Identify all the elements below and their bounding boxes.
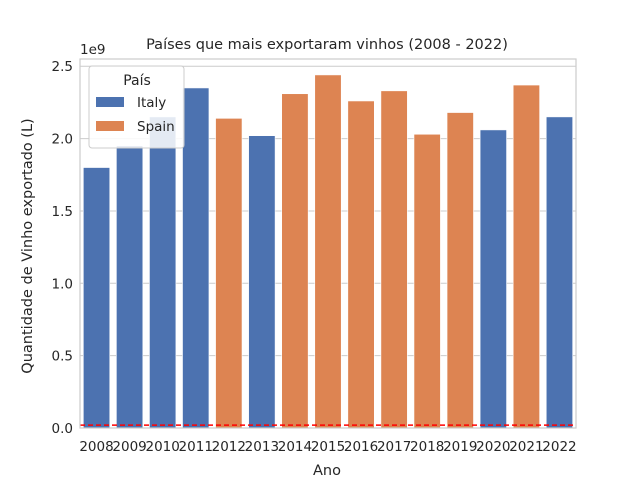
legend-swatch-italy — [96, 97, 124, 107]
bar-2008-italy — [83, 167, 111, 429]
x-tick-label: 2014 — [278, 439, 312, 455]
x-tick-label: 2016 — [344, 439, 378, 455]
bar-2012-spain — [215, 118, 243, 429]
x-tick-label: 2012 — [212, 439, 246, 455]
y-tick-label: 1.5 — [52, 204, 73, 220]
legend-label-spain: Spain — [137, 119, 175, 135]
plot-frame — [79, 58, 577, 429]
bar-2009-italy — [116, 145, 144, 429]
bar-2014-spain — [281, 93, 309, 429]
bar-2017-spain — [380, 90, 408, 429]
x-tick-labels: 2008200920102011201220132014201520162017… — [79, 439, 576, 455]
x-tick-label: 2015 — [311, 439, 345, 455]
x-tick-label: 2013 — [245, 439, 279, 455]
bar-2021-spain — [512, 84, 540, 429]
y-tick-label: 2.0 — [52, 132, 73, 148]
bars — [83, 74, 573, 429]
x-tick-label: 2011 — [179, 439, 213, 455]
x-tick-label: 2019 — [443, 439, 477, 455]
y-scale-label: 1e9 — [80, 42, 105, 58]
x-axis-label: Ano — [313, 463, 341, 479]
bar-2013-italy — [248, 135, 276, 429]
y-tick-label: 0.5 — [52, 349, 73, 365]
legend-title: País — [123, 73, 151, 89]
legend: País Italy Spain — [88, 65, 185, 149]
x-tick-label: 2017 — [377, 439, 411, 455]
bar-2015-spain — [314, 74, 342, 429]
bar-2016-spain — [347, 100, 375, 429]
bar-2010-italy — [149, 116, 177, 429]
y-tick-labels: 0.0 0.5 1.0 1.5 2.0 2.5 — [52, 59, 73, 437]
x-tick-label: 2020 — [476, 439, 510, 455]
bar-2018-spain — [413, 133, 441, 429]
x-tick-label: 2010 — [145, 439, 179, 455]
y-axis-label: Quantidade de Vinho exportado (L) — [20, 118, 36, 373]
legend-label-italy: Italy — [137, 95, 166, 111]
x-tick-label: 2018 — [410, 439, 444, 455]
y-tick-label: 1.0 — [52, 276, 73, 292]
x-tick-label: 2021 — [509, 439, 543, 455]
y-tick-label: 2.5 — [52, 59, 73, 75]
chart-title: Países que mais exportaram vinhos (2008 … — [146, 37, 508, 53]
x-tick-label: 2022 — [542, 439, 576, 455]
legend-swatch-spain — [96, 121, 124, 131]
axes — [79, 58, 577, 429]
x-tick-label: 2008 — [79, 439, 113, 455]
bar-2022-italy — [545, 116, 573, 429]
y-tick-label: 0.0 — [52, 421, 73, 437]
x-tick-label: 2009 — [112, 439, 146, 455]
bar-2019-spain — [446, 112, 474, 429]
bar-2011-italy — [182, 87, 210, 429]
bar-2020-italy — [479, 129, 507, 429]
